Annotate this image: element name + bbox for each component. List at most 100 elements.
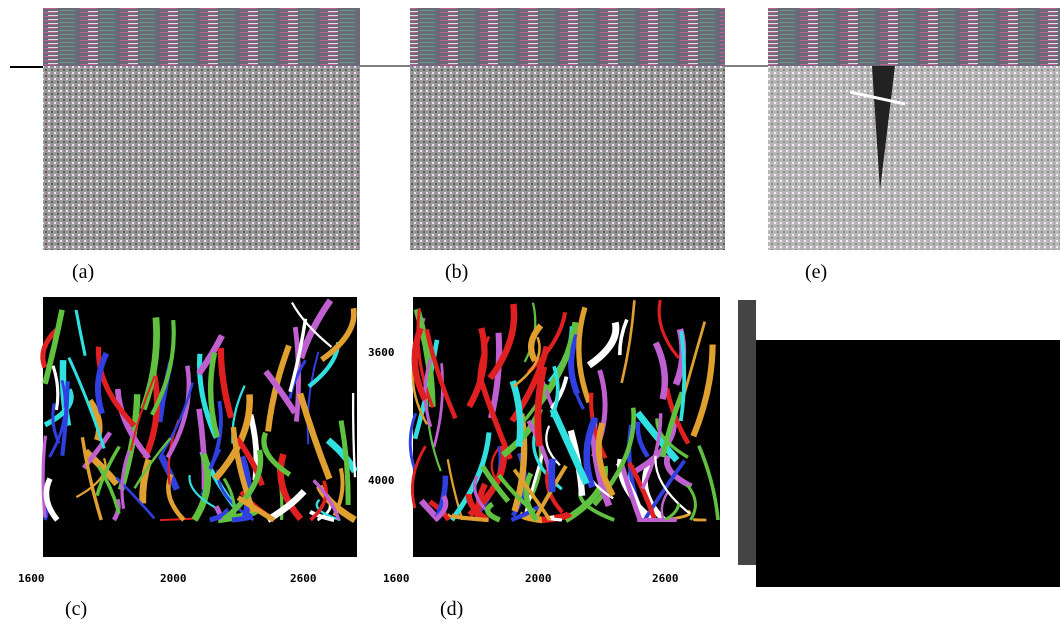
- streak: [213, 394, 253, 481]
- x-tick-label: 2600: [652, 572, 679, 585]
- streak: [416, 308, 435, 409]
- image-header: [768, 8, 1060, 66]
- streak: [480, 464, 511, 503]
- streak: [534, 365, 548, 447]
- streak: [664, 454, 693, 489]
- streak: [685, 483, 697, 521]
- streak: [140, 317, 160, 411]
- panel-label: (e): [805, 261, 827, 283]
- streak: [466, 327, 488, 409]
- streak: [640, 413, 663, 490]
- streak: [351, 392, 357, 478]
- streak: [576, 306, 592, 404]
- image-header: [410, 8, 725, 66]
- streak: [51, 403, 61, 444]
- streak: [655, 418, 689, 459]
- streak: [95, 346, 137, 428]
- streak: [236, 495, 276, 523]
- streak: [51, 365, 60, 411]
- streak: [222, 477, 237, 521]
- streak: [528, 323, 544, 363]
- streak: [642, 463, 666, 523]
- streak: [263, 369, 298, 415]
- image-a: [43, 66, 360, 250]
- streak: [312, 479, 341, 521]
- streak: [165, 365, 192, 459]
- streak: [291, 302, 333, 348]
- panel-label: (a): [72, 261, 94, 283]
- panel-label: (c): [65, 598, 87, 620]
- streak: [534, 321, 579, 409]
- streak: [619, 464, 643, 521]
- streak: [150, 319, 176, 416]
- streak: [74, 309, 87, 357]
- streak: [42, 309, 65, 385]
- streak: [654, 455, 691, 515]
- streak: [139, 458, 153, 504]
- streak: [43, 477, 60, 522]
- streak: [432, 363, 444, 448]
- streak: [209, 507, 229, 523]
- streak: [133, 437, 172, 489]
- streak: [231, 512, 253, 523]
- panel-label: (d): [440, 598, 463, 620]
- streak: [447, 512, 489, 523]
- streak: [95, 351, 110, 415]
- streak: [288, 318, 308, 393]
- streak: [595, 422, 616, 498]
- streak: [297, 392, 333, 480]
- streak: [120, 450, 131, 509]
- streak: [512, 336, 541, 388]
- streak: [115, 476, 156, 520]
- marker: [849, 90, 906, 106]
- streak: [678, 330, 687, 422]
- streak: [338, 420, 351, 505]
- streak: [309, 509, 335, 522]
- streak: [617, 318, 629, 356]
- streak: [191, 452, 212, 522]
- streak: [288, 359, 307, 400]
- streak: [497, 473, 537, 514]
- streak: [652, 341, 669, 400]
- streak: [40, 328, 59, 369]
- streak: [95, 445, 121, 497]
- streak: [586, 321, 620, 369]
- streak: [642, 459, 687, 521]
- streak: [660, 391, 685, 458]
- streak: [424, 328, 458, 420]
- x-tick-label: 2600: [290, 572, 317, 585]
- image-e: [768, 66, 1060, 250]
- streak: [490, 447, 500, 480]
- streak: [80, 437, 103, 521]
- streak: [142, 372, 160, 460]
- streak: [549, 407, 590, 486]
- streak: [217, 348, 235, 419]
- streak: [261, 431, 292, 477]
- streak: [306, 351, 320, 445]
- streak: [569, 334, 585, 410]
- streak: [159, 517, 195, 522]
- streak: [657, 299, 680, 360]
- streak: [320, 307, 357, 363]
- streak: [627, 461, 657, 521]
- streak: [634, 410, 680, 463]
- streak: [87, 398, 103, 442]
- streak: [523, 472, 539, 522]
- streak: [238, 455, 252, 519]
- streak: [449, 432, 492, 522]
- streak: [60, 381, 70, 456]
- panel-label: (b): [445, 261, 468, 283]
- streak: [114, 388, 151, 461]
- legend-block: [756, 340, 1060, 587]
- streak: [235, 436, 265, 487]
- streak: [635, 421, 650, 458]
- streak: [697, 444, 720, 521]
- streak: [548, 458, 556, 493]
- streak: [75, 457, 107, 499]
- streak: [620, 300, 636, 384]
- streak: [523, 453, 544, 516]
- colorbar: [738, 300, 756, 565]
- x-tick-label: 1600: [383, 572, 410, 585]
